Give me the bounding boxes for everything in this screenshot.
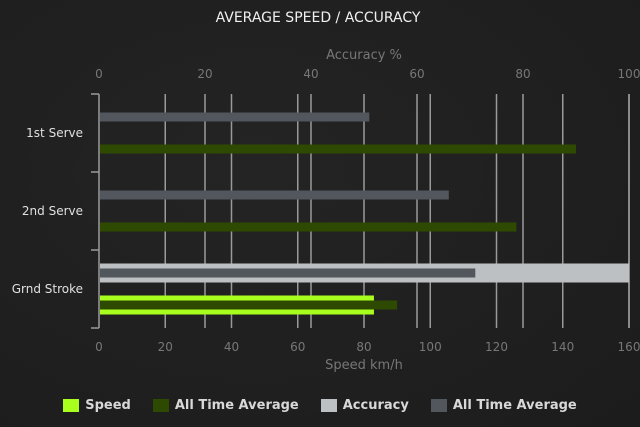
speed-average-bar	[100, 144, 576, 154]
legend-swatch	[63, 399, 80, 412]
bottom-tick-label: 80	[356, 340, 371, 354]
bottom-tick-label: 100	[419, 340, 442, 354]
bottom-tick-label: 40	[224, 340, 239, 354]
bottom-axis-label: Speed km/h	[325, 358, 403, 373]
speed-average-bar	[100, 222, 517, 232]
legend-item[interactable]: All Time Average	[430, 398, 577, 413]
legend-swatch	[152, 399, 169, 412]
top-tick-label: 100	[618, 67, 640, 81]
legend-swatch	[430, 399, 447, 412]
bottom-tick-label: 0	[95, 340, 103, 354]
accuracy-average-bar	[100, 190, 449, 200]
accuracy-average-bar	[100, 112, 370, 122]
legend-item[interactable]: Accuracy	[320, 398, 409, 413]
legend-label: All Time Average	[452, 398, 577, 413]
legend-label: Speed	[85, 398, 131, 413]
top-tick-label: 0	[95, 67, 103, 81]
legend-item[interactable]: All Time Average	[152, 398, 299, 413]
bottom-tick-label: 60	[290, 340, 305, 354]
top-axis-label: Accuracy %	[326, 48, 402, 63]
legend-swatch	[320, 399, 337, 412]
category-label: Grnd Stroke	[12, 282, 83, 296]
category-label: 1st Serve	[26, 126, 83, 140]
legend-label: Accuracy	[342, 398, 409, 413]
top-tick-label: 80	[515, 67, 530, 81]
accuracy-average-bar	[100, 268, 476, 278]
legend-label: All Time Average	[174, 398, 299, 413]
top-tick-label: 60	[409, 67, 424, 81]
bottom-tick-label: 120	[485, 340, 508, 354]
bottom-tick-label: 140	[551, 340, 574, 354]
legend: Speed All Time Average Accuracy All Time Av…	[0, 398, 640, 413]
legend-item[interactable]: Speed	[63, 398, 131, 413]
speed-average-bar	[100, 300, 398, 310]
top-tick-label: 20	[197, 67, 212, 81]
bottom-tick-label: 20	[158, 340, 173, 354]
top-tick-label: 40	[303, 67, 318, 81]
category-label: 2nd Serve	[22, 204, 83, 218]
bottom-tick-label: 160	[618, 340, 640, 354]
chart-title: AVERAGE SPEED / ACCURACY	[216, 10, 421, 26]
